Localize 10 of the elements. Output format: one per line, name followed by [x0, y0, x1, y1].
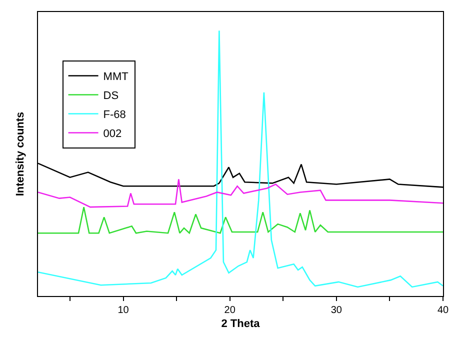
- legend-label: 002: [103, 128, 122, 140]
- legend-label: F-68: [103, 109, 126, 122]
- x-axis-title: 2 Theta: [221, 318, 261, 330]
- x-tick-label: 30: [330, 305, 342, 316]
- legend-label: DS: [103, 90, 119, 102]
- y-axis-title: Intensity counts: [14, 112, 27, 196]
- legend-label: MMT: [103, 71, 129, 84]
- x-tick-label: 20: [224, 305, 236, 316]
- x-tick-label: 40: [437, 305, 449, 316]
- x-tick-label: 10: [118, 305, 130, 316]
